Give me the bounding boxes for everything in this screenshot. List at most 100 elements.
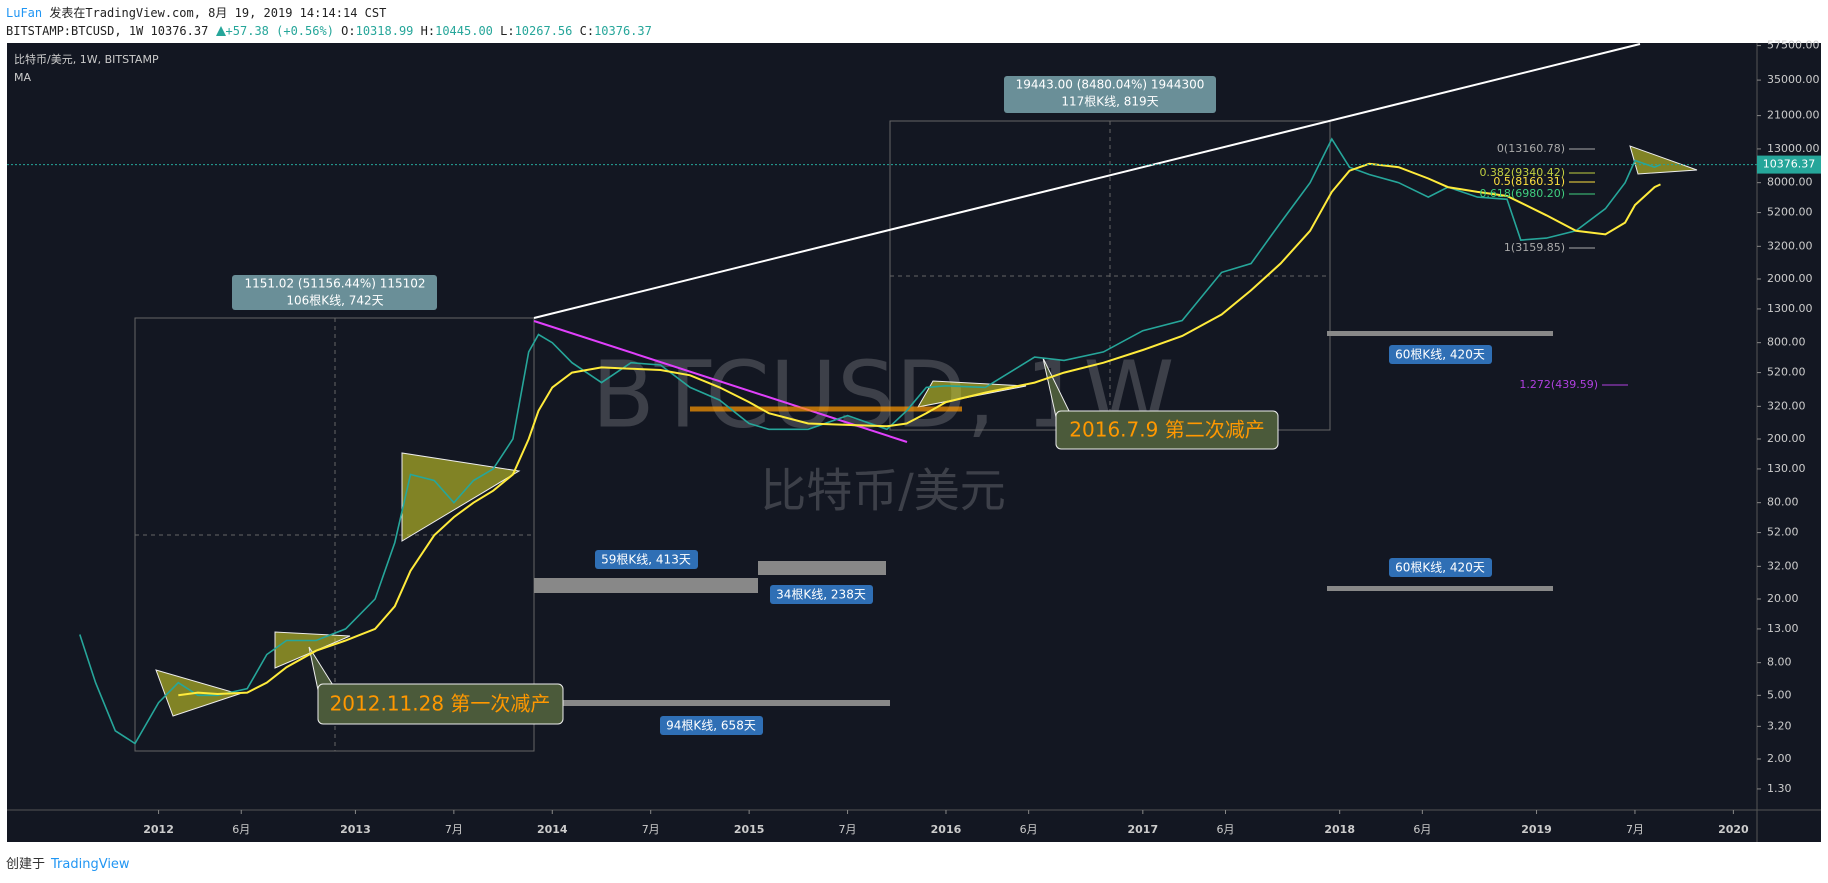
y-tick-label: 5.00 xyxy=(1767,688,1792,701)
range-label-box xyxy=(595,550,698,569)
range-bar xyxy=(534,700,890,706)
chart-background xyxy=(7,43,1821,842)
y-tick-label: 1.30 xyxy=(1767,782,1792,795)
fib-label: 0.382(9340.42) xyxy=(1479,166,1565,179)
legend-entry: MA xyxy=(14,71,31,84)
y-tick-label: 2000.00 xyxy=(1767,272,1813,285)
x-tick-label: 7月 xyxy=(445,823,463,836)
y-tick-label: 1300.00 xyxy=(1767,302,1813,315)
measure-label: 106根K线, 742天 xyxy=(286,294,383,308)
range-label: 60根K线, 420天 xyxy=(1395,561,1485,575)
y-tick-label: 35000.00 xyxy=(1767,73,1820,86)
y-tick-label: 800.00 xyxy=(1767,336,1806,349)
range-bar xyxy=(534,578,758,593)
fib-label: 1(3159.85) xyxy=(1504,241,1565,254)
x-tick-label: 2019 xyxy=(1521,823,1552,836)
series-line xyxy=(79,137,1661,745)
x-tick-label: 2020 xyxy=(1718,823,1749,836)
y-tick-label: 80.00 xyxy=(1767,496,1799,509)
measure-label: 117根K线, 819天 xyxy=(1061,95,1158,109)
measure-label: 19443.00 (8480.04%) 1944300 xyxy=(1016,78,1205,92)
x-tick-label: 2017 xyxy=(1128,823,1159,836)
measure-label-box xyxy=(232,275,437,310)
range-label-box xyxy=(770,585,873,604)
range-label: 59根K线, 413天 xyxy=(601,553,691,567)
y-tick-label: 13000.00 xyxy=(1767,142,1820,155)
measure-label: 1151.02 (51156.44%) 115102 xyxy=(244,277,425,291)
range-label-box xyxy=(660,716,763,735)
x-tick-label: 2012 xyxy=(143,823,174,836)
header-line-1: LuFan 发表在TradingView.com, 8月 19, 2019 14… xyxy=(6,4,652,22)
x-tick-label: 2018 xyxy=(1324,823,1355,836)
y-tick-label: 3.20 xyxy=(1767,719,1792,732)
high: 10445.00 xyxy=(435,24,493,38)
x-tick-label: 2014 xyxy=(537,823,568,836)
x-tick-label: 7月 xyxy=(642,823,660,836)
y-tick-label: 320.00 xyxy=(1767,399,1806,412)
last-price-label: 10376.37 xyxy=(1763,158,1816,171)
low: 10267.56 xyxy=(514,24,573,38)
y-tick-label: 520.00 xyxy=(1767,366,1806,379)
y-tick-label: 57500.00 xyxy=(1767,39,1820,52)
range-label: 94根K线, 658天 xyxy=(666,719,756,733)
fib-label: 0.5(8160.31) xyxy=(1493,175,1565,188)
x-tick-label: 6月 xyxy=(1020,823,1038,836)
brand[interactable]: TradingView xyxy=(51,857,130,872)
range-bar xyxy=(1327,586,1553,591)
y-tick-label: 52.00 xyxy=(1767,526,1799,539)
change: +57.38 (+0.56%) xyxy=(225,24,334,38)
fib-label: 1.272(439.59) xyxy=(1519,378,1598,391)
up-arrow xyxy=(215,26,226,36)
y-tick-label: 20.00 xyxy=(1767,592,1799,605)
y-tick-label: 2.00 xyxy=(1767,752,1792,765)
y-tick-label: 8.00 xyxy=(1767,656,1792,669)
y-tick-label: 8000.00 xyxy=(1767,176,1813,189)
y-tick-label: 3200.00 xyxy=(1767,239,1813,252)
range-bar xyxy=(1327,331,1553,336)
callout-text: 2012.11.28 第一次减产 xyxy=(330,692,551,716)
triangle xyxy=(401,452,521,542)
footer: 创建于 TradingView xyxy=(6,853,130,872)
symbol: BITSTAMP:BTCUSD, 1W xyxy=(6,24,144,38)
range-label: 60根K线, 420天 xyxy=(1395,348,1485,362)
range-label-box xyxy=(1389,558,1492,577)
x-tick-label: 2015 xyxy=(734,823,765,836)
x-tick-label: 6月 xyxy=(1413,823,1431,836)
chart: BTCUSD, 1W 比特币/美元 57500.0035000.0021000.… xyxy=(7,39,1821,842)
x-tick-label: 2016 xyxy=(931,823,962,836)
low-label: L: xyxy=(500,24,515,38)
triangle xyxy=(1629,145,1698,175)
y-tick-label: 200.00 xyxy=(1767,432,1806,445)
callout-box xyxy=(1055,410,1279,450)
last: 10376.37 xyxy=(150,24,209,38)
trend-line xyxy=(533,320,908,443)
legend-entry: 比特币/美元, 1W, BITSTAMP xyxy=(14,52,159,66)
created: 创建于 xyxy=(6,857,46,872)
x-tick-label: 2013 xyxy=(340,823,371,836)
published: 发表在TradingView.com, 8月 19, 2019 14:14:14… xyxy=(49,6,387,20)
high-label: H: xyxy=(420,24,436,38)
author[interactable]: LuFan xyxy=(6,6,43,20)
open: 10318.99 xyxy=(355,24,414,38)
x-tick-label: 7月 xyxy=(839,823,857,836)
last-price-box xyxy=(1757,155,1821,174)
y-tick-label: 13.00 xyxy=(1767,622,1799,635)
callout-text: 2016.7.9 第二次减产 xyxy=(1069,418,1264,442)
callout-box xyxy=(317,683,564,725)
range-label: 34根K线, 238天 xyxy=(776,588,866,602)
y-tick-label: 21000.00 xyxy=(1767,109,1820,122)
x-tick-label: 6月 xyxy=(232,823,250,836)
close: 10376.37 xyxy=(594,24,652,38)
watermark-name: 比特币/美元 xyxy=(760,464,1006,518)
y-tick-label: 32.00 xyxy=(1767,559,1799,572)
header-line-2: BITSTAMP:BTCUSD, 1W 10376.37 +57.38 (+0.… xyxy=(6,22,652,40)
range-label-box xyxy=(1389,345,1492,364)
fib-label: 0.618(6980.20) xyxy=(1479,187,1565,200)
y-tick-label: 130.00 xyxy=(1767,462,1806,475)
close-label: C: xyxy=(579,24,595,38)
fib-label: 0(13160.78) xyxy=(1497,142,1565,155)
x-tick-label: 6月 xyxy=(1217,823,1235,836)
x-tick-label: 7月 xyxy=(1626,823,1644,836)
series-line xyxy=(178,162,1661,697)
